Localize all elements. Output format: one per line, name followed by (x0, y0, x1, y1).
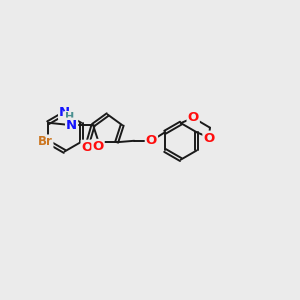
Text: H: H (65, 112, 74, 122)
Text: O: O (203, 132, 214, 145)
Text: N: N (66, 118, 77, 132)
Text: Br: Br (38, 135, 52, 148)
Text: O: O (92, 140, 104, 153)
Text: O: O (82, 141, 93, 154)
Text: N: N (59, 106, 70, 119)
Text: O: O (146, 134, 157, 147)
Text: O: O (188, 111, 199, 124)
